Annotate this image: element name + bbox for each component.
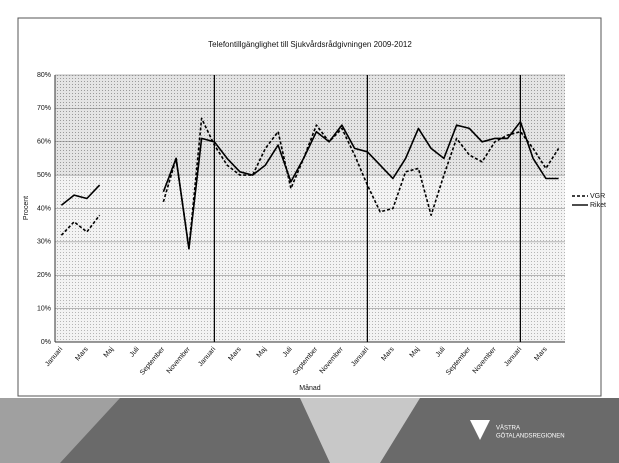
y-tick-label: 40% <box>37 205 51 212</box>
y-tick-label: 80% <box>37 72 51 79</box>
logo-icon <box>470 420 490 440</box>
y-axis-label: Procent <box>23 196 30 220</box>
y-tick-label: 10% <box>37 305 51 312</box>
legend-label: Riket <box>590 202 606 209</box>
y-tick-label: 20% <box>37 272 51 279</box>
y-tick-label: 30% <box>37 239 51 246</box>
y-tick-label: 70% <box>37 105 51 112</box>
y-tick-label: 60% <box>37 139 51 146</box>
footer-shape <box>300 398 420 463</box>
footer: VÄSTRA GÖTALANDSREGIONEN <box>0 398 619 463</box>
y-tick-label: 0% <box>41 339 51 346</box>
y-tick-label: 50% <box>37 172 51 179</box>
series-line <box>60 120 559 250</box>
series-line <box>60 117 560 250</box>
plot-upper <box>55 75 565 175</box>
logo-text: VÄSTRA <box>496 425 520 432</box>
footer-shape <box>0 398 120 463</box>
logo-text: GÖTALANDSREGIONEN <box>496 433 565 440</box>
chart-title: Telefontillgänglighet till Sjukvårdsrådg… <box>208 40 412 49</box>
x-axis-label: Månad <box>299 384 321 392</box>
legend-label: VGR <box>590 193 605 200</box>
